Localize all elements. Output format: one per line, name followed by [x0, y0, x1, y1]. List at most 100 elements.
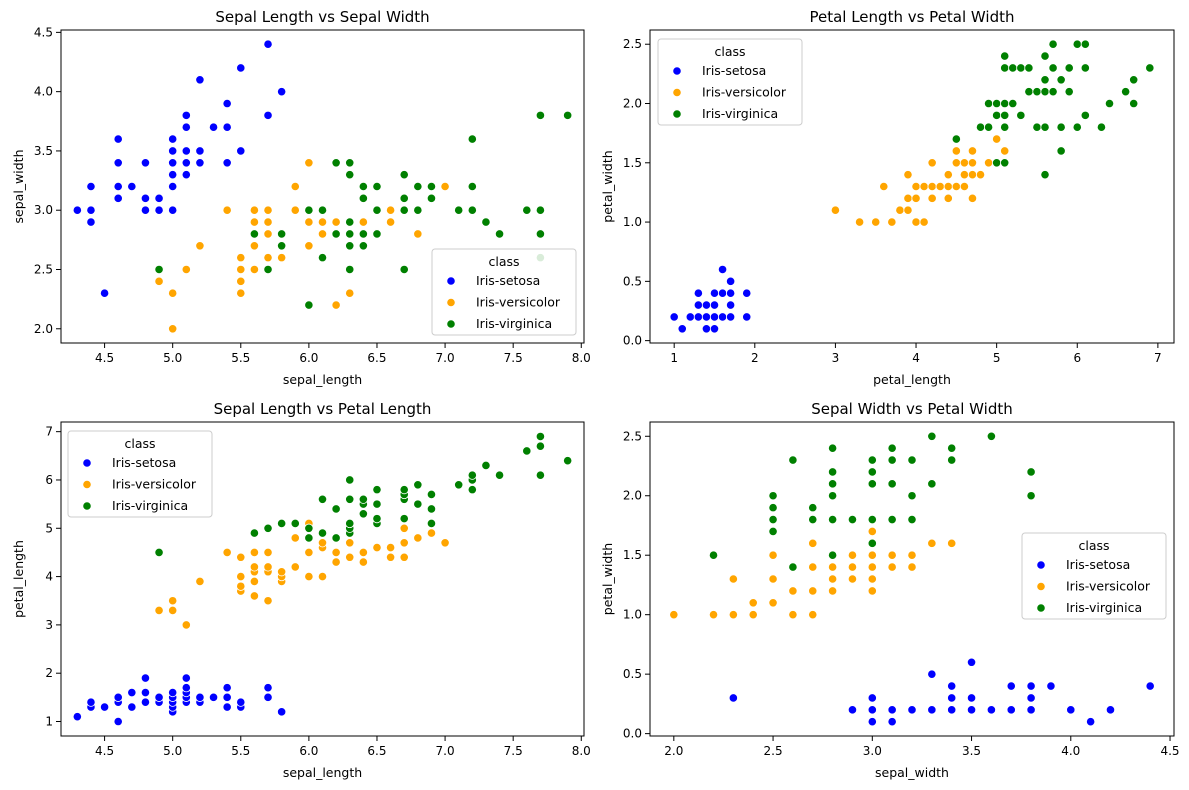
- x-tick-label: 4.0: [1061, 744, 1080, 758]
- data-point-iris-virginica: [887, 455, 897, 465]
- y-axis-label: petal_width: [600, 543, 615, 615]
- data-point-iris-virginica: [304, 523, 314, 533]
- y-axis-label: petal_length: [11, 540, 26, 618]
- y-tick-label: 2.0: [34, 322, 53, 336]
- data-point-iris-versicolor: [195, 576, 205, 587]
- data-point-iris-virginica: [481, 460, 491, 471]
- data-point-iris-virginica: [1072, 122, 1082, 132]
- data-point-iris-versicolor: [413, 229, 423, 239]
- data-point-iris-virginica: [1048, 39, 1058, 49]
- data-point-iris-setosa: [86, 181, 96, 192]
- x-tick-label: 5.0: [163, 351, 182, 365]
- data-point-iris-setosa: [181, 170, 191, 180]
- legend-label: Iris-setosa: [1066, 557, 1130, 572]
- y-tick-label: 0.0: [623, 334, 642, 348]
- data-point-iris-virginica: [372, 229, 382, 239]
- legend-marker: [1036, 560, 1046, 570]
- data-point-iris-setosa: [709, 288, 720, 298]
- y-axis-label: petal_width: [600, 150, 615, 222]
- data-point-iris-virginica: [907, 514, 917, 525]
- data-point-iris-setosa: [742, 288, 752, 298]
- data-point-iris-setosa: [669, 312, 679, 322]
- data-point-iris-versicolor: [959, 181, 970, 192]
- data-point-iris-versicolor: [935, 181, 945, 192]
- data-point-iris-virginica: [1048, 87, 1058, 97]
- data-point-iris-virginica: [413, 205, 423, 215]
- data-point-iris-virginica: [426, 193, 437, 203]
- data-point-iris-versicolor: [768, 550, 778, 560]
- data-point-iris-versicolor: [222, 205, 232, 215]
- data-point-iris-setosa: [726, 288, 736, 298]
- legend-box: [431, 248, 577, 336]
- data-point-iris-setosa: [72, 712, 82, 722]
- points: [669, 39, 1155, 334]
- data-point-iris-setosa: [947, 693, 957, 703]
- data-point-iris-versicolor: [951, 146, 961, 156]
- x-axis-label: sepal_width: [875, 765, 949, 780]
- chart-title: Petal Length vs Petal Width: [809, 8, 1014, 26]
- data-point-iris-virginica: [454, 480, 464, 490]
- data-point-iris-virginica: [1121, 87, 1131, 97]
- data-point-iris-versicolor: [788, 586, 798, 596]
- legend-label: Iris-virginica: [702, 106, 778, 121]
- data-point-iris-virginica: [263, 264, 273, 275]
- data-point-iris-setosa: [113, 134, 123, 144]
- data-point-iris-virginica: [992, 158, 1002, 168]
- data-point-iris-versicolor: [385, 552, 396, 562]
- data-point-iris-versicolor: [249, 591, 260, 601]
- axes-frame: [60, 29, 585, 344]
- data-point-iris-setosa: [72, 205, 82, 215]
- x-tick-label: 5: [993, 351, 1001, 365]
- y-tick-label: 0.5: [623, 667, 642, 681]
- data-point-iris-versicolor: [345, 538, 355, 548]
- data-point-iris-virginica: [535, 470, 546, 480]
- y-tick-label: 2.5: [34, 262, 53, 276]
- data-point-iris-versicolor: [728, 610, 738, 620]
- data-point-iris-virginica: [867, 455, 877, 465]
- data-point-iris-setosa: [887, 705, 897, 715]
- data-point-iris-versicolor: [808, 538, 818, 548]
- legend-label: Iris-versicolor: [702, 85, 787, 100]
- data-point-iris-virginica: [317, 205, 328, 215]
- data-point-iris-versicolor: [290, 205, 300, 215]
- data-point-iris-virginica: [426, 489, 437, 500]
- data-point-iris-versicolor: [304, 217, 314, 227]
- data-point-iris-setosa: [1145, 681, 1155, 691]
- data-point-iris-setosa: [99, 288, 110, 298]
- data-point-iris-virginica: [358, 229, 368, 239]
- legend-marker: [672, 109, 682, 119]
- data-point-iris-setosa: [693, 288, 703, 298]
- data-point-iris-virginica: [947, 443, 957, 453]
- data-point-iris-virginica: [399, 205, 409, 215]
- data-point-iris-setosa: [195, 75, 205, 85]
- data-point-iris-setosa: [154, 692, 164, 702]
- data-point-iris-versicolor: [263, 547, 273, 558]
- data-point-iris-setosa: [222, 122, 232, 132]
- legend-label: Iris-virginica: [112, 498, 188, 513]
- y-tick-label: 2.0: [623, 489, 642, 503]
- data-point-iris-setosa: [867, 717, 877, 727]
- data-point-iris-setosa: [222, 158, 232, 168]
- data-point-iris-setosa: [86, 217, 96, 227]
- data-point-iris-versicolor: [895, 205, 905, 215]
- data-point-iris-setosa: [195, 146, 205, 156]
- data-point-iris-versicolor: [249, 547, 260, 558]
- data-point-iris-virginica: [317, 253, 328, 263]
- data-point-iris-virginica: [847, 514, 858, 525]
- data-point-iris-setosa: [168, 205, 178, 215]
- data-point-iris-virginica: [372, 514, 382, 524]
- data-point-iris-setosa: [1046, 681, 1056, 691]
- chart-title: Sepal Length vs Sepal Width: [215, 8, 429, 26]
- data-point-iris-setosa: [701, 300, 712, 310]
- data-point-iris-virginica: [1008, 63, 1018, 73]
- data-point-iris-virginica: [1072, 39, 1082, 49]
- data-point-iris-versicolor: [847, 550, 858, 560]
- x-tick-label: 6: [1073, 351, 1081, 365]
- data-point-iris-virginica: [907, 455, 917, 465]
- data-point-iris-setosa: [717, 264, 728, 275]
- data-point-iris-virginica: [1000, 158, 1010, 168]
- x-axis-label: sepal_length: [283, 765, 362, 780]
- data-point-iris-virginica: [1056, 146, 1066, 156]
- data-point-iris-virginica: [867, 479, 877, 489]
